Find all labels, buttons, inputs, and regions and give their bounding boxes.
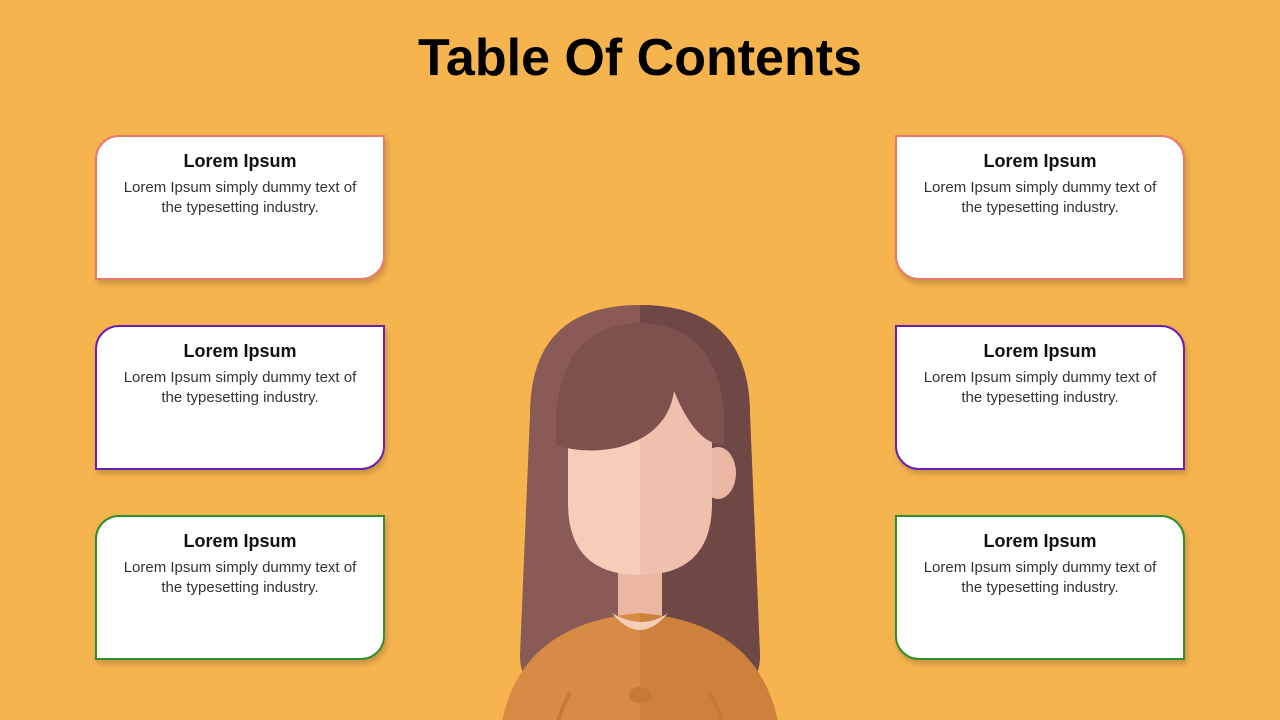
page-title: Table Of Contents <box>0 28 1280 88</box>
toc-card-body: Lorem Ipsum simply dummy text of the typ… <box>915 368 1165 409</box>
toc-card-title: Lorem Ipsum <box>115 341 365 362</box>
shirt-button <box>629 687 651 703</box>
toc-card-title: Lorem Ipsum <box>915 531 1165 552</box>
toc-card: Lorem Ipsum Lorem Ipsum simply dummy text… <box>95 325 385 470</box>
person-icon <box>460 295 820 720</box>
columns: Lorem Ipsum Lorem Ipsum simply dummy text… <box>0 135 1280 660</box>
right-column: Lorem Ipsum Lorem Ipsum simply dummy text… <box>895 135 1185 660</box>
left-column: Lorem Ipsum Lorem Ipsum simply dummy text… <box>95 135 385 660</box>
toc-card: Lorem Ipsum Lorem Ipsum simply dummy text… <box>895 515 1185 660</box>
toc-card-title: Lorem Ipsum <box>115 531 365 552</box>
toc-card: Lorem Ipsum Lorem Ipsum simply dummy text… <box>95 515 385 660</box>
toc-card-body: Lorem Ipsum simply dummy text of the typ… <box>115 178 365 219</box>
toc-card-title: Lorem Ipsum <box>915 151 1165 172</box>
avatar <box>460 295 820 720</box>
toc-card-title: Lorem Ipsum <box>915 341 1165 362</box>
toc-card: Lorem Ipsum Lorem Ipsum simply dummy text… <box>895 325 1185 470</box>
toc-card-title: Lorem Ipsum <box>115 151 365 172</box>
toc-card-body: Lorem Ipsum simply dummy text of the typ… <box>115 558 365 599</box>
toc-card: Lorem Ipsum Lorem Ipsum simply dummy text… <box>895 135 1185 280</box>
toc-card-body: Lorem Ipsum simply dummy text of the typ… <box>915 178 1165 219</box>
toc-card-body: Lorem Ipsum simply dummy text of the typ… <box>915 558 1165 599</box>
toc-card-body: Lorem Ipsum simply dummy text of the typ… <box>115 368 365 409</box>
slide: Table Of Contents Lorem IpsumLorem Ipsum… <box>0 0 1280 720</box>
toc-card: Lorem Ipsum Lorem Ipsum simply dummy text… <box>95 135 385 280</box>
